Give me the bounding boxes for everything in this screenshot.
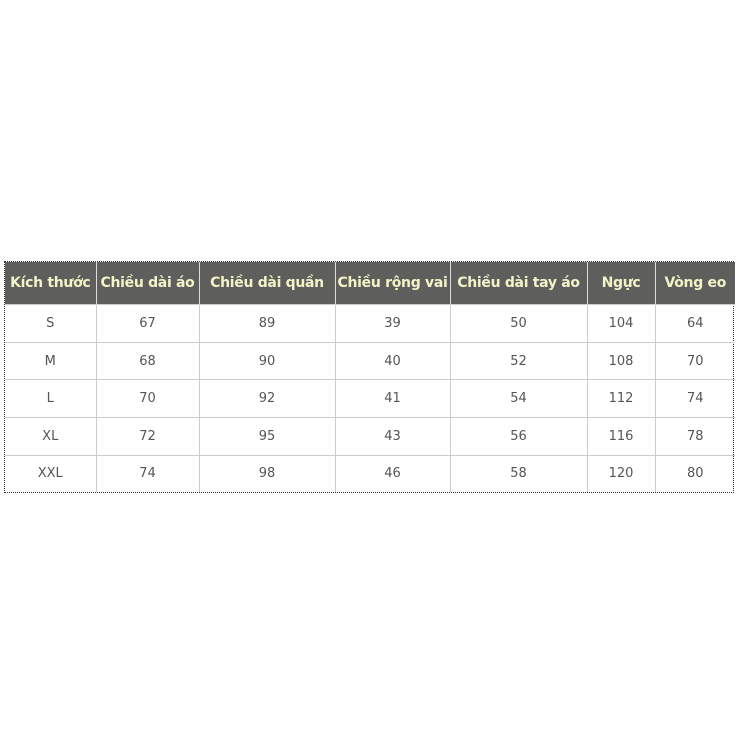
table-cell: 92: [198, 379, 336, 419]
table-cell: 54: [449, 379, 588, 419]
table-cell: 90: [198, 341, 336, 381]
header-shoulder-width: Chiều rộng vai: [335, 262, 451, 305]
table-cell: 46: [334, 454, 451, 492]
header-pants-length: Chiều dài quần: [199, 262, 336, 305]
table-cell: 74: [95, 454, 200, 492]
size-chart-table: Kích thước Chiều dài áo Chiều dài quần C…: [4, 261, 735, 493]
table-cell: 43: [334, 417, 451, 456]
table-cell: XL: [5, 417, 97, 456]
table-row: XL 72 95 43 56 116 78: [5, 417, 735, 456]
table-cell: 112: [586, 379, 656, 419]
table-cell: 104: [586, 304, 656, 343]
table-cell: S: [5, 304, 97, 343]
table-cell: 80: [654, 454, 735, 492]
table-row: L 70 92 41 54 112 74: [5, 379, 735, 419]
table-cell: 70: [654, 341, 735, 381]
table-cell: 58: [449, 454, 588, 492]
table-cell: 41: [334, 379, 451, 419]
header-shirt-length: Chiều dài áo: [96, 262, 200, 305]
table-row: XXL 74 98 46 58 120 80: [5, 454, 735, 492]
table-cell: 67: [95, 304, 200, 343]
table-cell: 108: [586, 341, 656, 381]
table-cell: 70: [95, 379, 200, 419]
header-waist: Vòng eo: [655, 262, 735, 305]
table-cell: 74: [654, 379, 735, 419]
table-cell: 95: [198, 417, 336, 456]
table-cell: 68: [95, 341, 200, 381]
table-cell: 39: [334, 304, 451, 343]
table-cell: 89: [198, 304, 336, 343]
table-row: M 68 90 40 52 108 70: [5, 341, 735, 381]
header-sleeve-length: Chiều dài tay áo: [450, 262, 588, 305]
header-chest: Ngực: [587, 262, 656, 305]
table-cell: 52: [449, 341, 588, 381]
table-row: S 67 89 39 50 104 64: [5, 304, 735, 343]
table-cell: 98: [198, 454, 336, 492]
table-cell: XXL: [5, 454, 97, 492]
table-cell: 120: [586, 454, 656, 492]
table-cell: L: [5, 379, 97, 419]
table-cell: 78: [654, 417, 735, 456]
table-cell: 64: [654, 304, 735, 343]
table-cell: M: [5, 341, 97, 381]
header-row: Kích thước Chiều dài áo Chiều dài quần C…: [5, 262, 735, 305]
table-cell: 40: [334, 341, 451, 381]
table-cell: 56: [449, 417, 588, 456]
table-cell: 116: [586, 417, 656, 456]
header-size: Kích thước: [5, 262, 97, 305]
table-cell: 72: [95, 417, 200, 456]
table-cell: 50: [449, 304, 588, 343]
